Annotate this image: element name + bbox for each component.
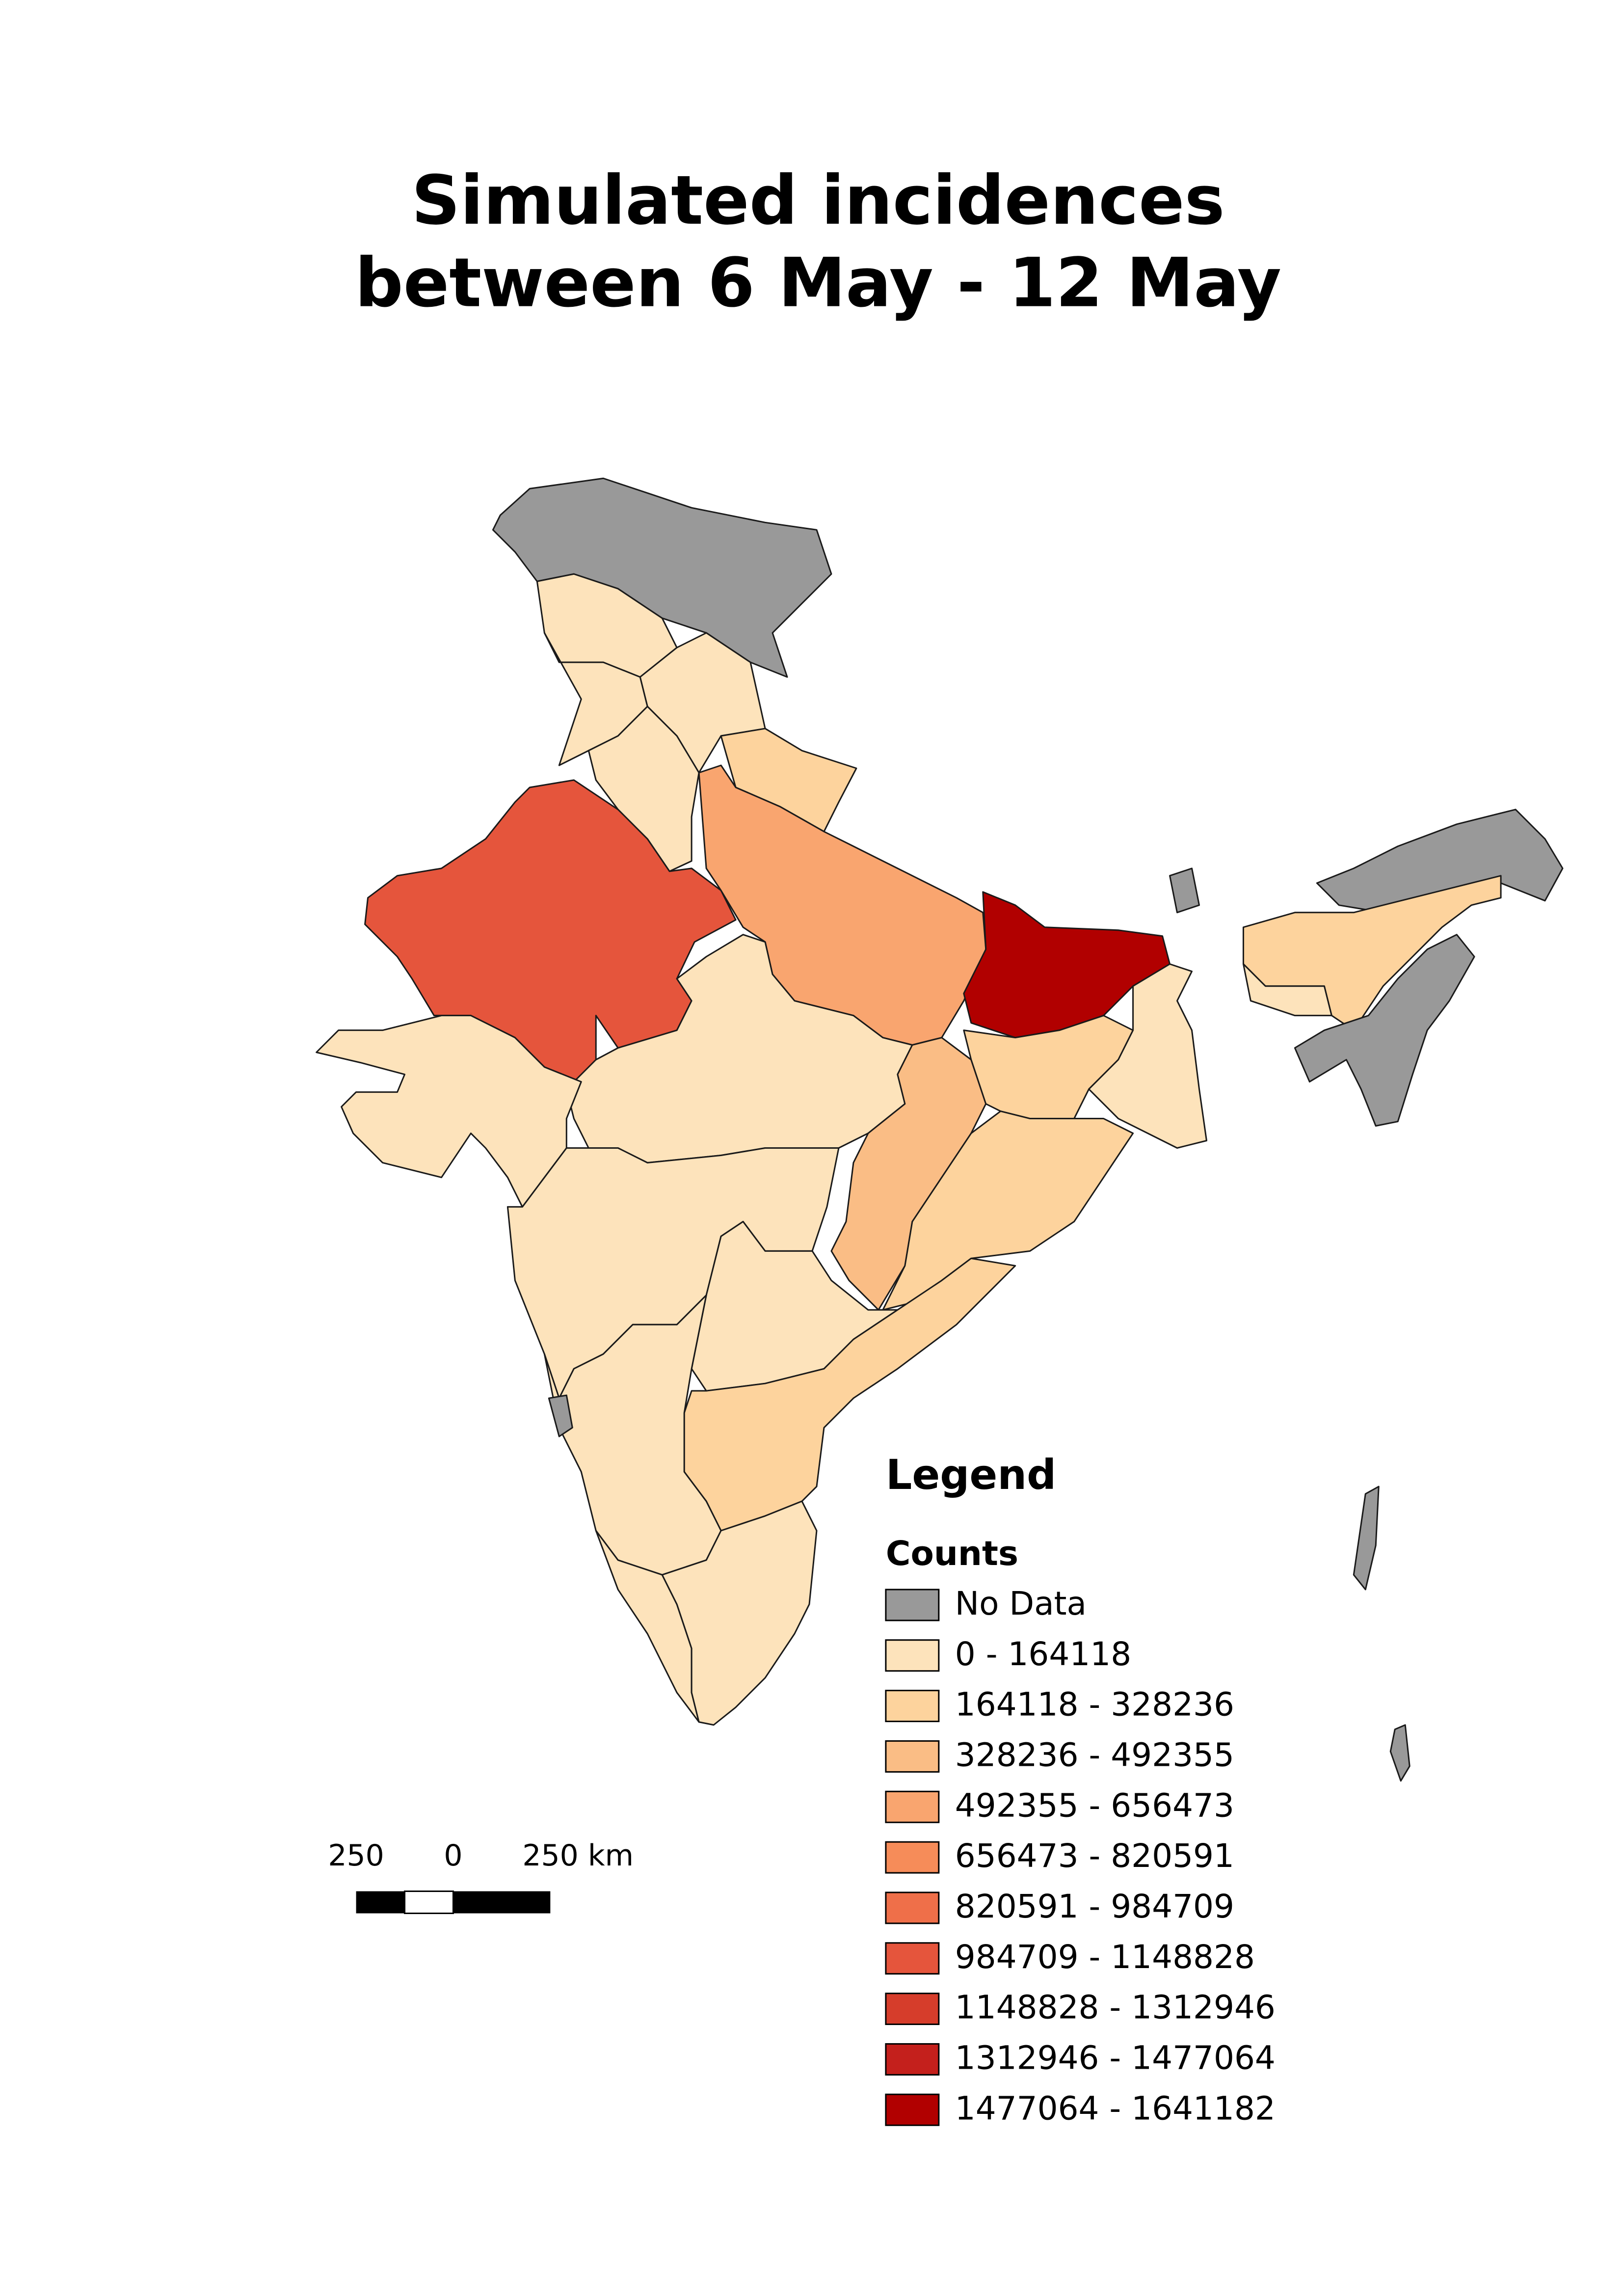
- scale-label: 250 km: [522, 1838, 634, 1873]
- legend-subtitle: Counts: [886, 1534, 1018, 1573]
- region: [587, 705, 700, 872]
- legend-swatch: [885, 1841, 940, 1874]
- legend-label: 984709 - 1148828: [955, 1938, 1255, 1976]
- region: [1242, 963, 1332, 1017]
- legend-label: 164118 - 328236: [955, 1686, 1234, 1724]
- legend-label: 1148828 - 1312946: [955, 1989, 1276, 2026]
- region: [1389, 1724, 1410, 1782]
- scale-segment: [453, 1891, 551, 1914]
- region: [1294, 934, 1475, 1127]
- region: [548, 1394, 573, 1437]
- legend-label: No Data: [955, 1585, 1087, 1622]
- legend-swatch: [885, 1639, 940, 1672]
- india-states: [316, 477, 1564, 1782]
- legend-label: 820591 - 984709: [955, 1888, 1234, 1925]
- scale-label: 250: [328, 1838, 384, 1873]
- scale-segment: [356, 1891, 405, 1914]
- region: [963, 891, 1171, 1039]
- scale-label: 0: [444, 1838, 462, 1873]
- legend-swatch: [885, 2093, 940, 2126]
- legend-label: 0 - 164118: [955, 1635, 1131, 1673]
- legend-swatch: [885, 2043, 940, 2076]
- legend-label: 492355 - 656473: [955, 1786, 1234, 1824]
- legend: Legend Counts No Data 0 - 164118 164118 - …: [885, 1451, 1276, 2127]
- region: [1088, 963, 1207, 1149]
- scale-bar: 250 0 250 km: [328, 1838, 634, 1914]
- legend-swatch: [885, 1790, 940, 1823]
- title-line: between 6 May - 12 May: [355, 243, 1281, 323]
- legend-swatch: [885, 1993, 940, 2026]
- legend-swatch: [885, 1690, 940, 1723]
- legend-swatch: [885, 1740, 940, 1773]
- legend-label: 1477064 - 1641182: [955, 2089, 1276, 2127]
- region: [316, 1015, 582, 1208]
- region: [1353, 1486, 1380, 1591]
- scale-segment: [404, 1891, 454, 1914]
- legend-swatch: [885, 1891, 940, 1924]
- region: [661, 1500, 818, 1726]
- legend-label: 328236 - 492355: [955, 1736, 1234, 1774]
- legend-swatch: [885, 1589, 940, 1621]
- legend-title: Legend: [886, 1451, 1056, 1499]
- region: [1169, 867, 1200, 914]
- region: [698, 764, 987, 1046]
- legend-label: 656473 - 820591: [955, 1837, 1234, 1875]
- legend-swatch: [885, 1942, 940, 1975]
- title-line: Simulated incidences: [411, 161, 1224, 240]
- legend-label: 1312946 - 1477064: [955, 2039, 1276, 2077]
